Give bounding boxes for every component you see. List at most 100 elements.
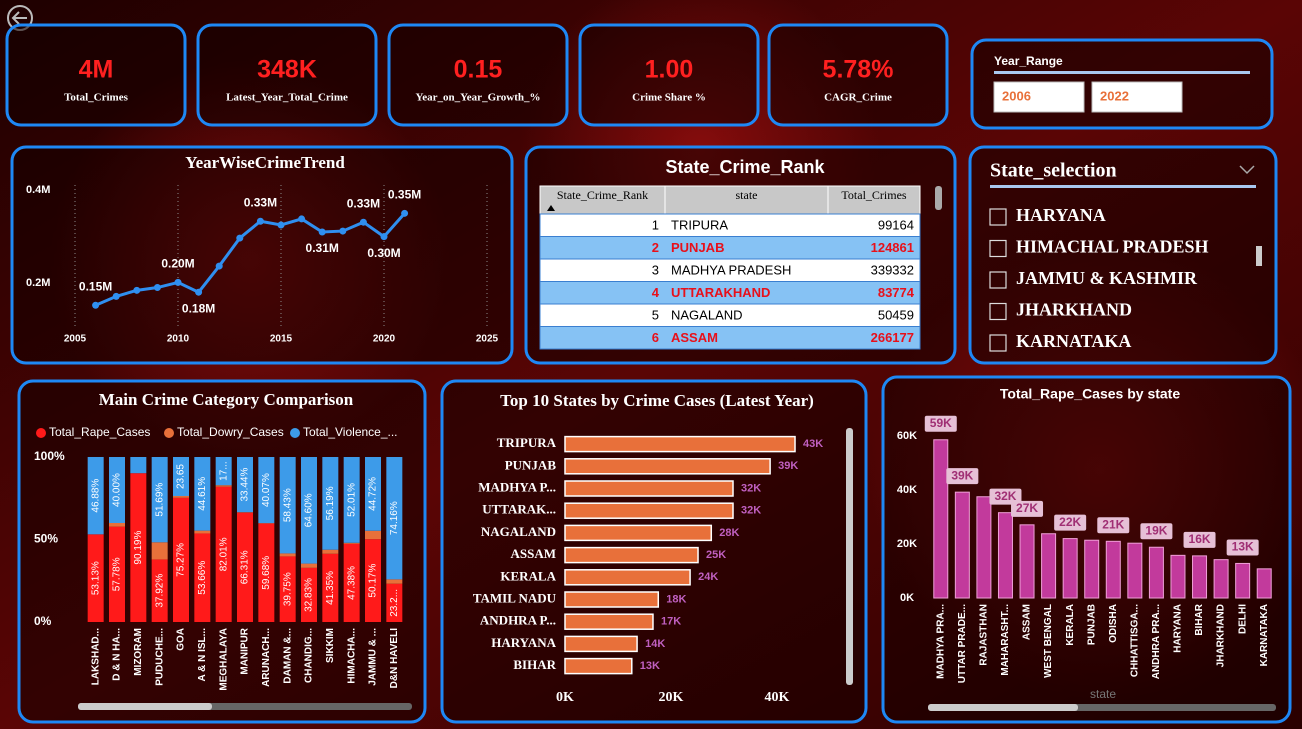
bar: [1256, 568, 1272, 599]
x-tick-label: ASSAM: [1022, 604, 1033, 640]
point: [153, 284, 161, 292]
y-tick-label: ASSAM: [510, 546, 556, 561]
bar: [976, 496, 992, 599]
table-cell: 2: [652, 240, 659, 255]
x-tick-label: PUNJAB: [1086, 604, 1097, 645]
bar-segment: [386, 457, 403, 580]
data-label: 74.16%: [389, 501, 400, 535]
data-label: 52.01%: [346, 483, 357, 517]
y-tick-label: MADHYA P...: [478, 479, 556, 494]
x-axis-title: state: [1090, 687, 1116, 701]
checkbox[interactable]: [989, 208, 1007, 226]
data-label: 59K: [930, 416, 952, 430]
table-cell: 50459: [878, 307, 914, 322]
table-cell: 6: [652, 330, 659, 345]
scrollbar[interactable]: [846, 428, 853, 685]
bar: [1235, 562, 1251, 599]
point: [92, 301, 100, 309]
data-label-box: [1183, 531, 1216, 548]
data-label: 53.13%: [90, 561, 101, 595]
range-from-box[interactable]: [993, 81, 1085, 113]
data-label-box: [989, 488, 1022, 505]
sort-arrow[interactable]: [547, 205, 555, 211]
data-label: 13K: [1232, 540, 1254, 554]
data-label: 0.33M: [347, 196, 380, 210]
kpi-card: [767, 23, 949, 127]
bar-segment: [151, 457, 168, 543]
data-label: 46.88%: [90, 479, 101, 513]
point: [339, 227, 347, 235]
x-tick-label: 2005: [64, 334, 87, 345]
data-label: 90.19%: [133, 531, 144, 565]
bar: [1170, 554, 1186, 599]
x-tick-label: MADHYA PRA...: [935, 604, 946, 679]
year-range-title: Year_Range: [994, 54, 1063, 68]
scrollbar[interactable]: [78, 703, 212, 710]
data-label: 28K: [719, 527, 739, 539]
data-label: 21K: [1102, 517, 1124, 531]
checkbox[interactable]: [989, 271, 1007, 289]
range-slider[interactable]: [994, 71, 1250, 74]
x-tick-label: PUDUCHE...: [154, 628, 165, 686]
slicer-title: State_selection: [990, 160, 1117, 182]
data-label-box: [924, 415, 957, 432]
checkbox[interactable]: [989, 334, 1007, 352]
data-label: 75.27%: [176, 543, 187, 577]
slicer-item[interactable]: JHARKHAND: [1016, 300, 1132, 320]
data-label: 32K: [994, 489, 1016, 503]
bar-segment: [279, 457, 296, 554]
x-tick-label: D&N HAVELI: [389, 628, 400, 689]
data-label: 37.92%: [154, 574, 165, 608]
bar-segment: [365, 530, 381, 540]
y-tick-label: TRIPURA: [497, 435, 557, 450]
x-tick-label: UTTAR PRADE...: [957, 604, 968, 683]
bar-segment: [215, 457, 232, 486]
x-tick-label: MEGHALAYA: [218, 628, 229, 691]
bar-segment: [173, 496, 189, 498]
data-label-box: [1226, 539, 1259, 556]
data-label: 32K: [741, 482, 761, 494]
x-tick-label: ANDHRA PRA...: [1151, 604, 1162, 679]
y-tick-label: UTTARAK...: [482, 502, 556, 517]
bar-segment: [322, 549, 339, 554]
bar: [1019, 524, 1035, 599]
point: [298, 215, 306, 223]
bar: [564, 635, 638, 653]
data-label: 57.78%: [112, 557, 123, 591]
point: [277, 221, 285, 229]
table-row: [539, 236, 921, 260]
scrollbar[interactable]: [935, 186, 942, 210]
dropdown-chevron[interactable]: [1239, 165, 1255, 175]
range-to: 2022: [1100, 88, 1129, 103]
slicer-item[interactable]: KARNATAKA: [1016, 331, 1131, 351]
table-header: Total_Crimes: [841, 188, 906, 202]
kpi-label: CAGR_Crime: [824, 92, 892, 104]
line-panel: [10, 145, 514, 365]
x-tick-label: MAHARASHT...: [1000, 604, 1011, 676]
range-to-box[interactable]: [1091, 81, 1183, 113]
checkbox[interactable]: [989, 302, 1007, 321]
bar: [564, 524, 713, 542]
data-label: 23.2...: [389, 589, 400, 617]
x-tick-label: CHANDIG...: [304, 628, 315, 683]
bar: [564, 591, 660, 608]
bar: [564, 502, 734, 519]
bar-segment: [365, 457, 381, 531]
slicer-item[interactable]: JAMMU & KASHMIR: [1016, 268, 1198, 288]
table-cell: 266177: [871, 330, 914, 345]
data-label: 40.00%: [112, 473, 123, 507]
x-tick-label: BIHAR: [1194, 603, 1205, 635]
x-tick-label: SIKKIM: [325, 628, 336, 663]
scrollbar[interactable]: [1256, 246, 1262, 266]
data-label-box: [946, 468, 979, 485]
legend-label: Total_Dowry_Cases: [177, 425, 284, 439]
table-cell: 3: [652, 262, 659, 277]
checkbox[interactable]: [989, 239, 1007, 258]
slicer-item[interactable]: HARYANA: [1016, 205, 1106, 225]
data-label: 82.01%: [218, 537, 229, 571]
kpi-card: [387, 23, 569, 127]
x-tick-label: 0K: [556, 690, 574, 705]
scrollbar[interactable]: [928, 704, 1078, 711]
x-tick-label: LAKSHAD...: [90, 628, 101, 685]
slicer-item[interactable]: HIMACHAL PRADESH: [1016, 237, 1209, 257]
